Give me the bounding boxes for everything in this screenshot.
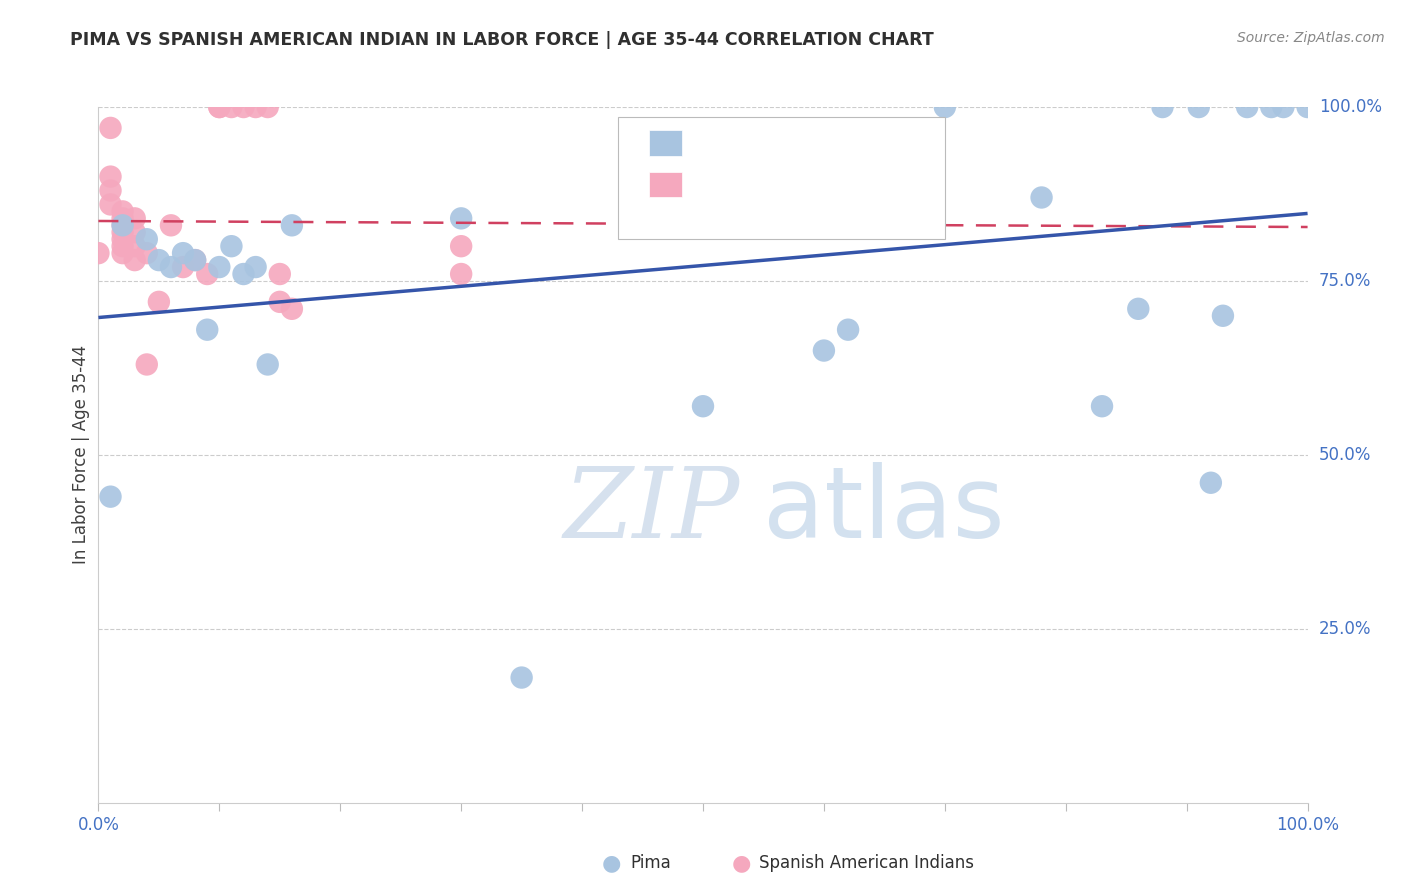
Point [195,267,218,281]
Text: atlas: atlas [763,462,1005,559]
Text: 75.0%: 75.0% [1319,272,1371,290]
Point [1128,301,1150,316]
Point [245,260,267,274]
Text: R = -0.046: R = -0.046 [700,134,790,152]
Point [184,253,207,268]
Text: 100.0%: 100.0% [1319,98,1382,116]
Point [1272,100,1295,114]
Text: N = 34: N = 34 [821,176,884,194]
Point [111,204,134,219]
Point [1236,100,1258,114]
Point [124,211,146,226]
Point [111,232,134,246]
Point [111,239,134,253]
Point [221,100,243,114]
Point [873,184,896,198]
Point [510,671,533,685]
Point [256,358,278,372]
Text: PIMA VS SPANISH AMERICAN INDIAN IN LABOR FORCE | AGE 35-44 CORRELATION CHART: PIMA VS SPANISH AMERICAN INDIAN IN LABOR… [70,31,934,49]
Point [148,253,170,268]
Point [1212,309,1234,323]
Text: R = -0.022: R = -0.022 [700,176,790,194]
Point [232,100,254,114]
FancyBboxPatch shape [648,172,682,197]
Y-axis label: In Labor Force | Age 35-44: In Labor Force | Age 35-44 [72,345,90,565]
Point [208,100,231,114]
Text: 50.0%: 50.0% [1319,446,1371,464]
Point [450,267,472,281]
Point [124,225,146,239]
Point [281,219,304,233]
Point [184,253,207,268]
Point [135,358,157,372]
Point [172,246,194,260]
Text: ZIP: ZIP [564,463,740,558]
Point [87,246,110,260]
Point [281,301,304,316]
Text: Source: ZipAtlas.com: Source: ZipAtlas.com [1237,31,1385,45]
Point [160,260,183,274]
Point [100,169,122,184]
Point [111,246,134,260]
Point [111,225,134,239]
Point [934,100,956,114]
Point [1296,100,1319,114]
Point [160,219,183,233]
Text: Spanish American Indians: Spanish American Indians [759,855,974,872]
Point [221,239,243,253]
Point [100,120,122,135]
Point [256,100,278,114]
Point [172,260,194,274]
Point [813,343,835,358]
Point [269,294,291,309]
Text: ●: ● [602,854,621,873]
Point [100,197,122,211]
Point [1152,100,1174,114]
Point [100,184,122,198]
Point [1091,399,1114,413]
Point [111,219,134,233]
Point [450,239,472,253]
FancyBboxPatch shape [619,118,945,239]
Point [1199,475,1222,490]
Point [450,211,472,226]
Point [124,239,146,253]
Point [1260,100,1282,114]
Text: ●: ● [731,854,751,873]
Text: Pima: Pima [630,855,671,872]
FancyBboxPatch shape [648,130,682,156]
Point [195,323,218,337]
Point [135,246,157,260]
Text: N = 32: N = 32 [821,134,884,152]
Point [692,399,714,413]
Point [269,267,291,281]
Point [208,260,231,274]
Point [1031,190,1053,204]
Point [111,211,134,226]
Point [208,100,231,114]
Point [100,490,122,504]
Text: 25.0%: 25.0% [1319,620,1371,638]
Point [135,232,157,246]
Point [232,267,254,281]
Point [111,219,134,233]
Point [148,294,170,309]
Point [837,323,859,337]
Point [245,100,267,114]
Point [1188,100,1211,114]
Point [124,253,146,268]
